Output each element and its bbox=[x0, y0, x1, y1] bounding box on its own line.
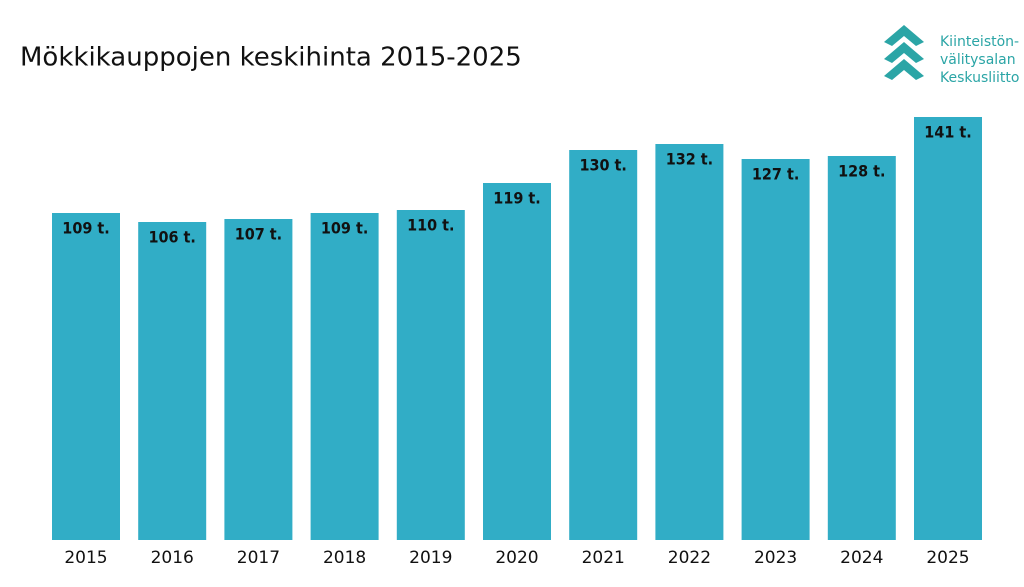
x-tick-label: 2024 bbox=[840, 548, 883, 568]
x-tick-label: 2023 bbox=[754, 548, 797, 568]
bar bbox=[483, 183, 551, 540]
bar bbox=[914, 117, 982, 540]
chart-title: Mökkikauppojen keskihinta 2015-2025 bbox=[20, 43, 522, 73]
value-label: 132 t. bbox=[666, 150, 713, 169]
value-label: 109 t. bbox=[62, 219, 109, 238]
bar bbox=[827, 156, 896, 540]
x-tick-label: 2020 bbox=[495, 548, 538, 568]
x-tick-label: 2019 bbox=[409, 548, 452, 568]
bar bbox=[396, 210, 465, 540]
logo-chevron bbox=[884, 25, 924, 46]
value-label: 130 t. bbox=[579, 156, 626, 175]
value-label: 110 t. bbox=[407, 216, 454, 235]
value-label: 107 t. bbox=[235, 225, 282, 244]
bar bbox=[569, 150, 638, 540]
logo bbox=[884, 25, 924, 80]
bar bbox=[741, 159, 810, 540]
bar bbox=[224, 219, 293, 540]
bar bbox=[138, 222, 207, 540]
value-label: 119 t. bbox=[493, 189, 540, 208]
value-label: 141 t. bbox=[924, 123, 971, 142]
value-label: 109 t. bbox=[321, 219, 368, 238]
x-tick-label: 2015 bbox=[64, 548, 107, 568]
bar bbox=[655, 144, 724, 540]
value-label: 127 t. bbox=[752, 165, 799, 184]
bar bbox=[310, 213, 379, 540]
value-label: 106 t. bbox=[148, 228, 195, 247]
logo-chevron bbox=[884, 59, 924, 80]
x-tick-label: 2025 bbox=[926, 548, 969, 568]
bar bbox=[52, 213, 120, 540]
x-tick-label: 2017 bbox=[237, 548, 280, 568]
logo-text: Kiinteistön- bbox=[940, 34, 1019, 50]
x-tick-label: 2021 bbox=[582, 548, 625, 568]
logo-chevron bbox=[884, 42, 924, 63]
logo-text: välitysalan bbox=[940, 52, 1016, 68]
x-tick-label: 2022 bbox=[668, 548, 711, 568]
value-label: 128 t. bbox=[838, 162, 885, 181]
logo-text: Keskusliitto bbox=[940, 70, 1019, 86]
x-tick-label: 2018 bbox=[323, 548, 366, 568]
x-tick-label: 2016 bbox=[151, 548, 194, 568]
